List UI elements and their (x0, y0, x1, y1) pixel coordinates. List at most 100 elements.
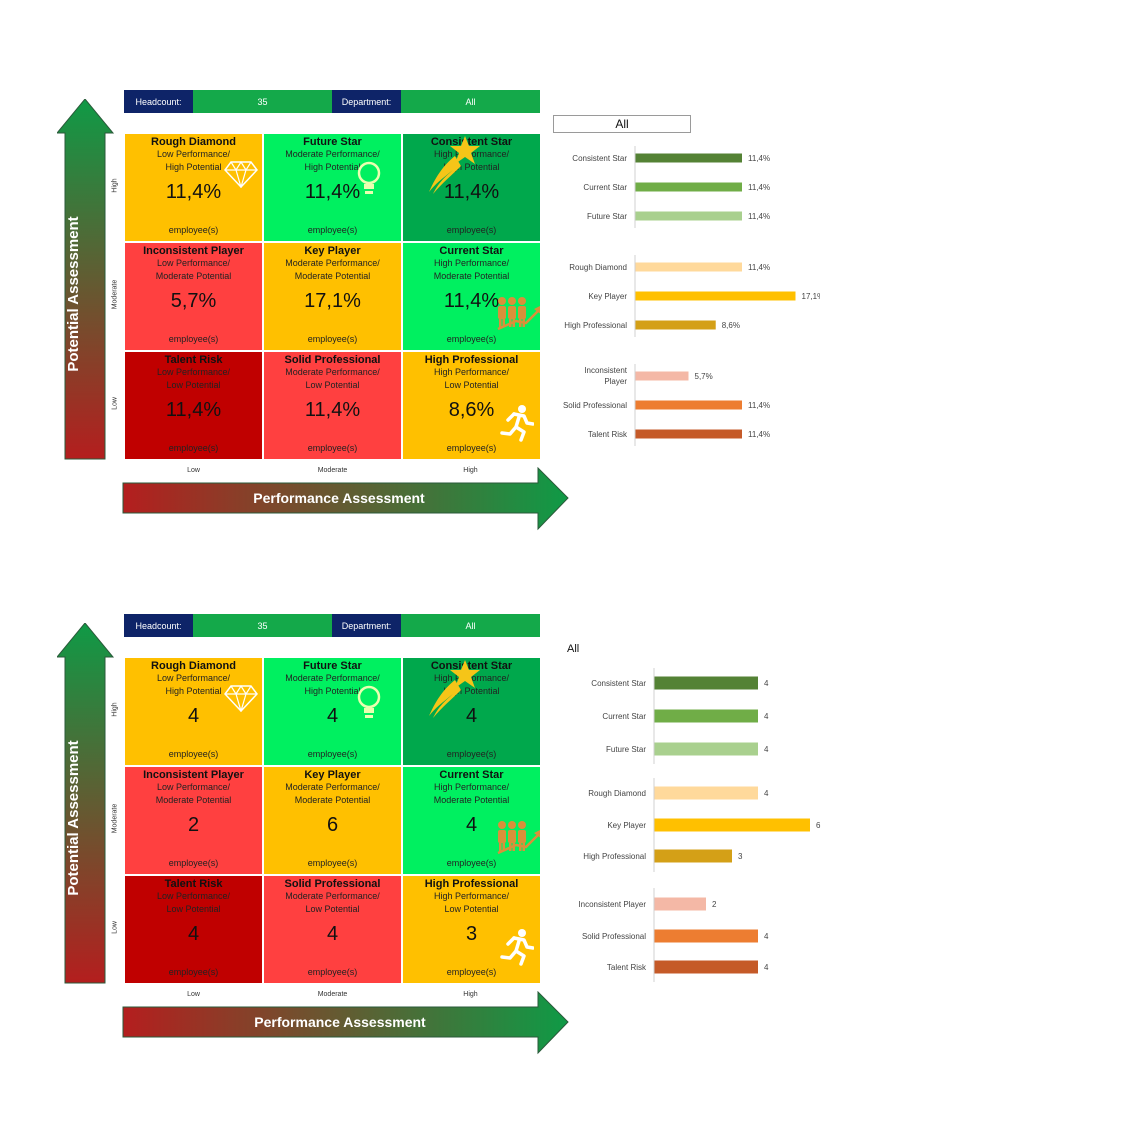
category-label: Rough Diamond (569, 263, 627, 272)
matrix-cell[interactable]: Current Star High Performance/Moderate Po… (403, 243, 540, 350)
department-filter-box[interactable]: All (553, 115, 691, 133)
cell-unit: employee(s) (168, 749, 219, 759)
category-label: Consistent Star (591, 679, 646, 688)
cell-potential-desc: Moderate Potential (155, 795, 232, 805)
cell-title: Future Star (303, 136, 362, 148)
matrix-cell[interactable]: Solid Professional Moderate Performance/L… (264, 352, 401, 459)
cell-value: 11,4% (304, 181, 361, 203)
matrix-cell[interactable]: Rough Diamond Low Performance/High Potent… (125, 658, 262, 765)
x-level-low: Low (187, 467, 200, 474)
cell-potential-desc: Moderate Potential (294, 271, 371, 281)
category-label: Inconsistent Player (584, 366, 627, 386)
cell-unit: employee(s) (168, 443, 219, 453)
chart-title: All (567, 643, 580, 655)
cell-potential-desc: High Potential (443, 686, 500, 696)
department-value[interactable]: All (401, 614, 540, 637)
matrix-cell[interactable]: Key Player Moderate Performance/Moderate … (264, 243, 401, 350)
matrix-cell[interactable]: Future Star Moderate Performance/High Pot… (264, 134, 401, 241)
performance-axis-title: Performance Assessment (253, 490, 425, 506)
cell-unit: employee(s) (446, 443, 497, 453)
category-label: Solid Professional (582, 932, 646, 941)
bar (654, 960, 758, 974)
cell-performance-desc: High Performance/ (433, 782, 510, 792)
cell-value: 4 (187, 923, 200, 945)
cell-value: 11,4% (443, 290, 500, 312)
cell-value: 6 (326, 814, 339, 836)
headcount-label: Headcount: (124, 90, 193, 113)
matrix-cell[interactable]: High Professional High Performance/Low Po… (403, 876, 540, 983)
matrix-cell[interactable]: High Professional High Performance/Low Po… (403, 352, 540, 459)
cell-value: 4 (326, 923, 339, 945)
value-label: 11,4% (748, 430, 770, 439)
cell-title: Rough Diamond (151, 136, 236, 148)
cell-unit: employee(s) (307, 225, 358, 235)
y-level-moderate: Moderate (111, 803, 119, 834)
cell-potential-desc: Moderate Potential (433, 795, 510, 805)
matrix-cell[interactable]: Inconsistent Player Low Performance/Moder… (125, 767, 262, 874)
cell-title: Inconsistent Player (143, 245, 244, 257)
cell-potential-desc: Low Potential (166, 904, 221, 914)
y-level-high: High (111, 702, 119, 717)
matrix-cell[interactable]: Solid Professional Moderate Performance/L… (264, 876, 401, 983)
cell-unit: employee(s) (446, 334, 497, 344)
category-label: High Professional (564, 321, 627, 330)
potential-arrow (57, 623, 115, 984)
performance-arrow (122, 467, 569, 531)
cell-potential-desc: High Potential (165, 686, 222, 696)
department-label: Department: (332, 90, 401, 113)
cell-potential-desc: High Potential (165, 162, 222, 172)
y-level-high: High (111, 178, 119, 193)
bar (635, 320, 716, 330)
cell-title: Rough Diamond (151, 660, 236, 672)
matrix-cell[interactable]: Consistent Star High Performance/High Pot… (403, 134, 540, 241)
cell-potential-desc: High Potential (443, 162, 500, 172)
matrix-cell[interactable]: Talent Risk Low Performance/Low Potential… (125, 352, 262, 459)
cell-value: 3 (465, 923, 478, 945)
bar (635, 371, 689, 381)
category-label: Key Player (588, 292, 627, 301)
cell-unit: employee(s) (446, 858, 497, 868)
category-label: High Professional (583, 852, 646, 861)
cell-performance-desc: Low Performance/ (156, 149, 231, 159)
cell-performance-desc: High Performance/ (433, 367, 510, 377)
value-label: 11,4% (748, 154, 770, 163)
matrix-cell[interactable]: Talent Risk Low Performance/Low Potential… (125, 876, 262, 983)
category-label: Key Player (607, 821, 646, 830)
cell-potential-desc: Low Potential (444, 904, 499, 914)
cell-value: 11,4% (165, 399, 222, 421)
cell-value: 5,7% (170, 290, 217, 312)
value-label: 4 (764, 789, 769, 798)
value-label: 4 (764, 963, 769, 972)
cell-title: Current Star (439, 769, 504, 781)
talent-matrix-percent-panel: Headcount: 35 Department: All Potential … (0, 90, 1140, 560)
cell-value: 11,4% (443, 181, 500, 203)
cell-title: Key Player (304, 769, 361, 781)
cell-performance-desc: Moderate Performance/ (285, 782, 380, 792)
category-label: Current Star (602, 712, 646, 721)
department-value[interactable]: All (401, 90, 540, 113)
cell-performance-desc: Moderate Performance/ (285, 149, 380, 159)
cell-unit: employee(s) (307, 334, 358, 344)
bar (635, 291, 796, 301)
bar (654, 676, 758, 690)
cell-performance-desc: Moderate Performance/ (285, 673, 380, 683)
cell-title: Consistent Star (430, 660, 513, 672)
cell-title: Future Star (303, 660, 362, 672)
value-label: 6 (816, 821, 821, 830)
cell-unit: employee(s) (168, 858, 219, 868)
matrix-cell[interactable]: Inconsistent Player Low Performance/Moder… (125, 243, 262, 350)
value-label: 4 (764, 745, 769, 754)
potential-axis-title: Potential Assessment (65, 740, 82, 896)
cell-potential-desc: Moderate Potential (294, 795, 371, 805)
matrix-cell[interactable]: Future Star Moderate Performance/High Pot… (264, 658, 401, 765)
y-level-low: Low (111, 397, 119, 410)
y-level-low: Low (111, 921, 119, 934)
matrix-cell[interactable]: Key Player Moderate Performance/Moderate … (264, 767, 401, 874)
matrix-cell[interactable]: Rough Diamond Low Performance/High Potent… (125, 134, 262, 241)
matrix-cell[interactable]: Current Star High Performance/Moderate Po… (403, 767, 540, 874)
x-level-high: High (463, 467, 478, 474)
matrix-cell[interactable]: Consistent Star High Performance/High Pot… (403, 658, 540, 765)
performance-arrow (122, 991, 569, 1055)
talent-grid: Rough Diamond Low Performance/High Potent… (125, 134, 540, 460)
department-label: Department: (332, 614, 401, 637)
